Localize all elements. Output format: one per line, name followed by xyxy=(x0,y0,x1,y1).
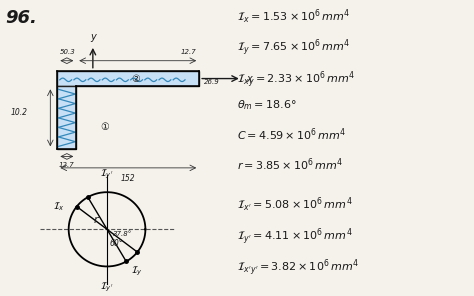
Text: $\mathcal{I}_{y'} = 4.11\times10^6\,mm^4$: $\mathcal{I}_{y'} = 4.11\times10^6\,mm^4… xyxy=(237,226,353,247)
Text: y: y xyxy=(90,32,96,42)
Text: $\theta_m = 18.6°$: $\theta_m = 18.6°$ xyxy=(237,98,297,112)
Text: $\mathcal{I}_y$: $\mathcal{I}_y$ xyxy=(131,264,143,278)
Text: $\mathcal{I}_{xy} = 2.33\times10^6\,mm^4$: $\mathcal{I}_{xy} = 2.33\times10^6\,mm^4… xyxy=(237,69,355,90)
Text: ②: ② xyxy=(131,74,140,83)
Text: $r = 3.85\times10^6\,mm^4$: $r = 3.85\times10^6\,mm^4$ xyxy=(237,157,344,173)
Text: 37.8°: 37.8° xyxy=(113,231,132,237)
Text: 60°: 60° xyxy=(109,239,123,248)
Text: $\mathcal{I}_{x'y'} = 3.82\times10^6\,mm^4$: $\mathcal{I}_{x'y'} = 3.82\times10^6\,mm… xyxy=(237,258,359,279)
Text: 50.3: 50.3 xyxy=(60,49,75,55)
Text: $\mathcal{I}_{y'}$: $\mathcal{I}_{y'}$ xyxy=(100,281,114,294)
Text: ①: ① xyxy=(100,122,109,132)
Bar xyxy=(57,86,76,149)
Text: 10.2: 10.2 xyxy=(10,108,27,117)
Text: 152: 152 xyxy=(121,173,136,183)
Text: $\mathcal{I}_{x'} = 5.08\times10^6\,mm^4$: $\mathcal{I}_{x'} = 5.08\times10^6\,mm^4… xyxy=(237,196,353,214)
Text: $\mathcal{I}_{y'}$: $\mathcal{I}_{y'}$ xyxy=(100,167,114,181)
Text: 26.9: 26.9 xyxy=(204,79,219,85)
Text: x: x xyxy=(246,74,252,83)
Text: $C = 4.59\times10^6\,mm^4$: $C = 4.59\times10^6\,mm^4$ xyxy=(237,127,346,143)
Text: $\mathcal{I}_x = 1.53\times10^6\,mm^4$: $\mathcal{I}_x = 1.53\times10^6\,mm^4$ xyxy=(237,7,351,26)
Bar xyxy=(57,71,199,86)
Text: $\mathcal{I}_y = 7.65\times10^6\,mm^4$: $\mathcal{I}_y = 7.65\times10^6\,mm^4$ xyxy=(237,37,351,58)
Text: $\mathcal{I}_x$: $\mathcal{I}_x$ xyxy=(53,200,65,213)
Text: 96.: 96. xyxy=(5,9,37,27)
Text: 12.7: 12.7 xyxy=(59,162,75,168)
Text: r: r xyxy=(93,215,98,225)
Text: 12.7: 12.7 xyxy=(180,49,196,55)
